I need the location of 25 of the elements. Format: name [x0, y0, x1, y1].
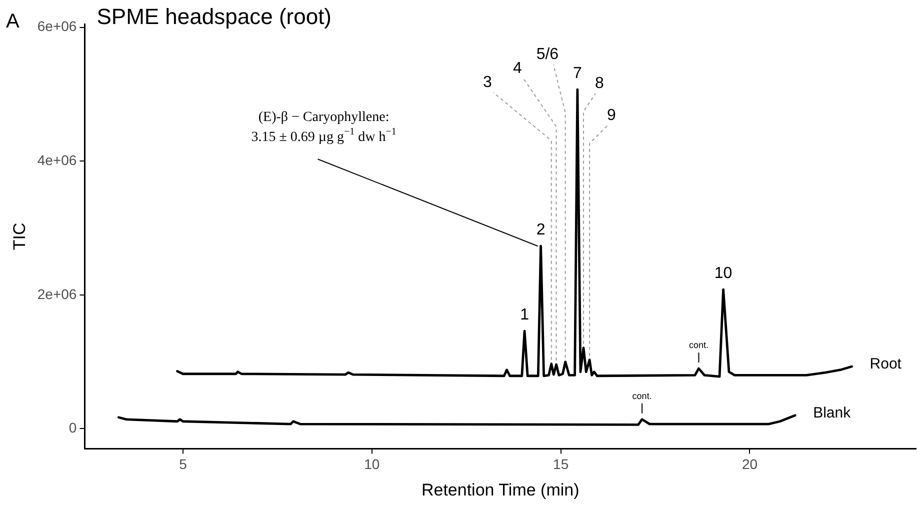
annotation: 8 [594, 74, 604, 92]
series-label: Root [870, 356, 902, 373]
y-tick-label: 4e+06 [37, 152, 77, 168]
x-axis-title: Retention Time (min) [421, 480, 580, 500]
annotation: 7 [572, 64, 582, 82]
y-tick-label: 2e+06 [37, 286, 77, 302]
annotation: 3 [482, 74, 492, 91]
annotation: 5/6 [536, 46, 559, 63]
annotation: 2 [536, 222, 546, 239]
series-label: Blank [813, 404, 852, 422]
x-tick-label: 10 [364, 456, 380, 472]
annotation: 4 [512, 60, 522, 77]
x-tick-label: 15 [553, 456, 569, 472]
chart-title: SPME headspace (root) [96, 4, 332, 30]
annotation: 10 [714, 264, 732, 282]
y-axis-title: TIC [10, 222, 29, 250]
y-tick-label: 6e+06 [37, 18, 77, 34]
x-tick-label: 5 [179, 456, 188, 472]
y-tick-label: 0 [68, 420, 77, 436]
annotation: cont. [632, 390, 652, 401]
text: A [6, 10, 20, 33]
annotation: cont. [688, 340, 708, 350]
annotation: 1 [520, 306, 530, 324]
annotation: 9 [606, 106, 616, 124]
x-tick-label: 20 [742, 456, 758, 472]
